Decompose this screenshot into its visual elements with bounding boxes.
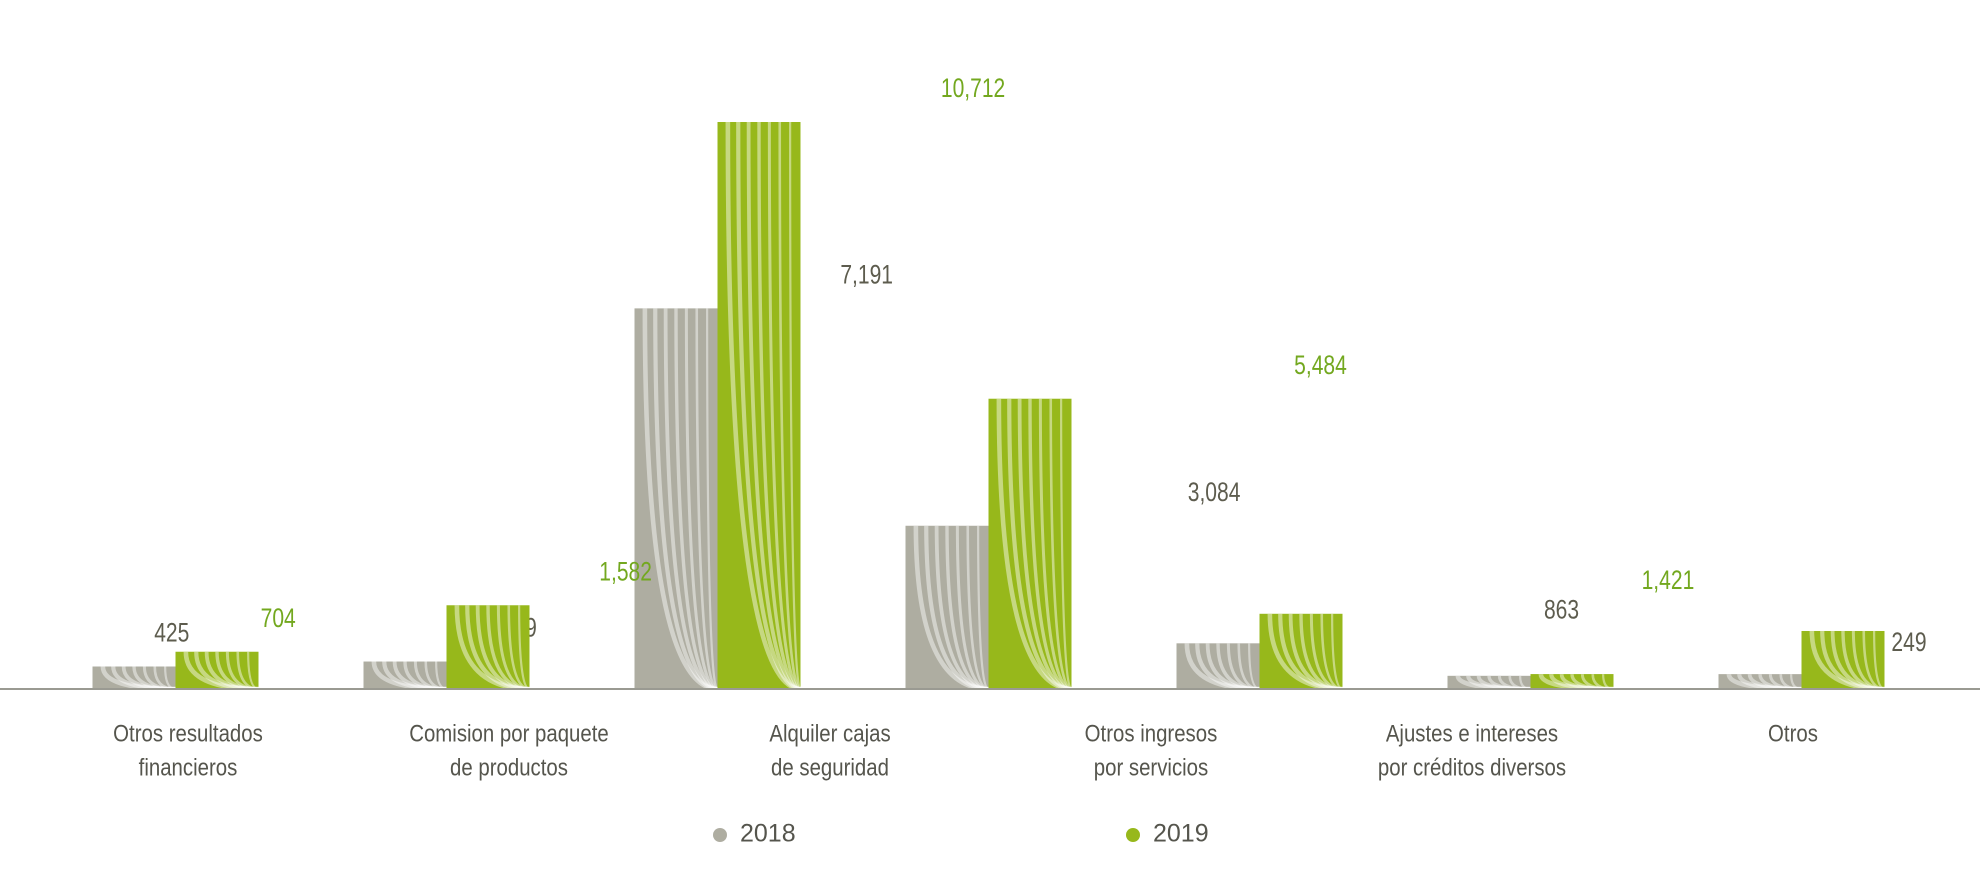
- x-tick-label: Otros resultados: [113, 720, 263, 747]
- stripe: [674, 308, 718, 689]
- stripe: [706, 308, 718, 689]
- stripe: [663, 308, 718, 689]
- stripe: [913, 525, 989, 689]
- x-tick-label: de productos: [450, 754, 568, 781]
- x-tick-label: por servicios: [1094, 754, 1208, 781]
- x-tick-label: financieros: [139, 754, 238, 781]
- bar: [363, 661, 447, 689]
- stripe: [934, 525, 989, 689]
- bar: [1176, 643, 1260, 689]
- stripe: [1017, 398, 1072, 689]
- stripe: [736, 122, 801, 689]
- x-tick-label: Ajustes e intereses: [1386, 720, 1558, 747]
- value-label: 7,191: [840, 260, 893, 290]
- stripe: [1267, 613, 1343, 689]
- stripe: [454, 605, 530, 689]
- bar-stripes: [913, 525, 989, 689]
- stripe: [1278, 613, 1343, 689]
- stripe: [778, 122, 801, 689]
- bar: [1718, 674, 1802, 689]
- value-label: 1,421: [1642, 565, 1695, 595]
- stripe: [966, 525, 989, 689]
- bar-stripes: [725, 122, 801, 689]
- bar-stripes: [996, 398, 1072, 689]
- stripe: [1038, 398, 1072, 689]
- stripe: [757, 122, 801, 689]
- stripe: [1049, 398, 1072, 689]
- bar: [1801, 630, 1885, 689]
- stripe: [924, 525, 989, 689]
- legend-label: 2019: [1153, 820, 1209, 848]
- bar-stripes: [642, 308, 718, 689]
- bar: [446, 605, 530, 689]
- x-tick-label: Comision por paquete: [409, 720, 609, 747]
- legend-label: 2018: [740, 820, 796, 848]
- value-label: 704: [261, 603, 296, 633]
- stripe: [642, 308, 718, 689]
- stripe: [1060, 398, 1072, 689]
- stripe: [977, 525, 989, 689]
- bar: [175, 651, 259, 689]
- bar: [988, 398, 1072, 689]
- bar: [92, 666, 176, 689]
- bar: [634, 308, 718, 689]
- stripe: [486, 605, 530, 689]
- stripe: [746, 122, 801, 689]
- stripe: [695, 308, 718, 689]
- stripe: [475, 605, 530, 689]
- value-label: 5,484: [1294, 350, 1347, 380]
- x-tick-label: Alquiler cajas: [769, 720, 890, 747]
- stripe: [945, 525, 989, 689]
- value-label: 863: [1544, 595, 1579, 625]
- bar: [717, 122, 801, 689]
- bar: [1447, 675, 1531, 689]
- stripe: [496, 605, 530, 689]
- x-tick-label: por créditos diversos: [1378, 754, 1566, 781]
- x-tick-label: Otros ingresos: [1085, 720, 1218, 747]
- value-label: 1,582: [599, 557, 652, 587]
- stripe: [1028, 398, 1072, 689]
- value-label: 425: [154, 618, 189, 648]
- stripe: [955, 525, 989, 689]
- stripe: [465, 605, 530, 689]
- legend-marker: [1126, 828, 1140, 842]
- stripe: [996, 398, 1072, 689]
- x-tick-label: de seguridad: [771, 754, 889, 781]
- value-label: 3,084: [1188, 477, 1241, 507]
- legend-marker: [713, 828, 727, 842]
- value-label: 10,712: [941, 74, 1005, 104]
- stripe: [789, 122, 801, 689]
- stripe: [767, 122, 801, 689]
- bar: [905, 525, 989, 689]
- stripe: [653, 308, 718, 689]
- stripe: [725, 122, 801, 689]
- x-tick-label: Otros: [1768, 720, 1818, 747]
- value-label: 249: [1891, 628, 1926, 658]
- stripe: [684, 308, 718, 689]
- bar: [1530, 674, 1614, 689]
- bar: [1259, 613, 1343, 689]
- stripe: [1007, 398, 1072, 689]
